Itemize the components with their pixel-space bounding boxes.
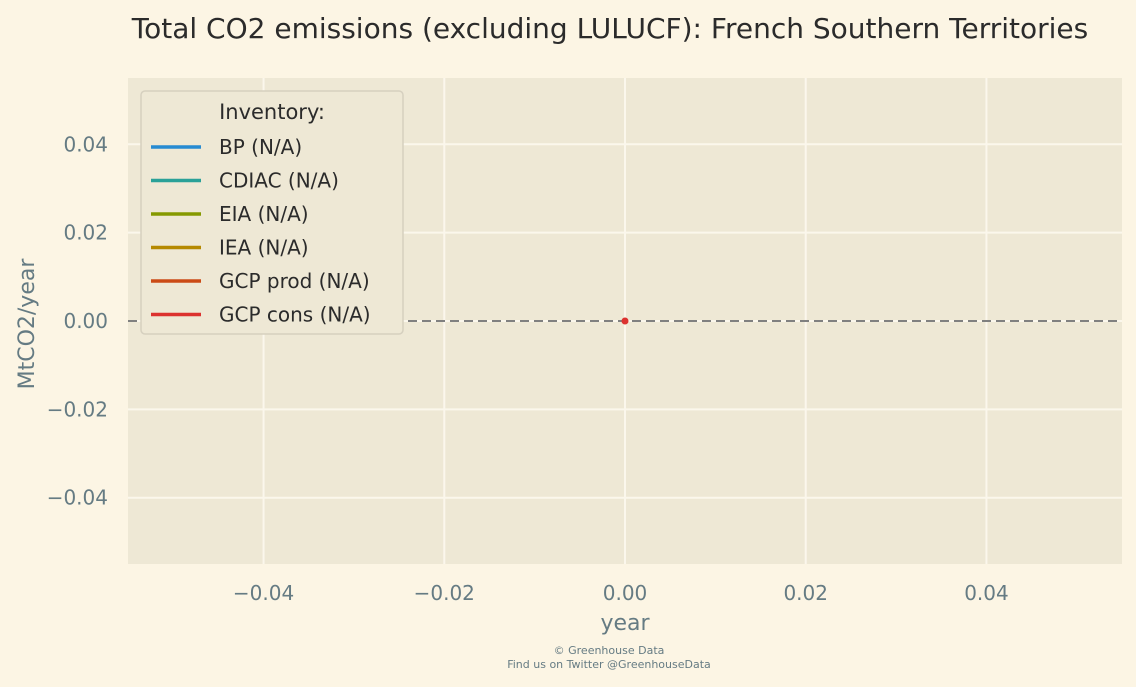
footer-copyright: © Greenhouse Data xyxy=(554,644,665,657)
legend-label: GCP prod (N/A) xyxy=(219,269,370,293)
y-axis-label: MtCO2/year xyxy=(15,258,40,390)
y-tick-label: 0.00 xyxy=(63,309,108,333)
legend-label: BP (N/A) xyxy=(219,135,302,159)
x-tick-labels: −0.04 −0.02 0.00 0.02 0.04 xyxy=(233,581,1009,605)
x-tick-label: 0.00 xyxy=(603,581,648,605)
y-tick-label: 0.02 xyxy=(63,221,108,245)
y-tick-label: 0.04 xyxy=(63,132,108,156)
y-tick-label: −0.04 xyxy=(47,486,108,510)
legend-label: CDIAC (N/A) xyxy=(219,169,339,193)
legend-box xyxy=(140,90,404,335)
legend-title: Inventory: xyxy=(219,100,325,124)
x-tick-label: −0.04 xyxy=(233,581,294,605)
x-axis-label: year xyxy=(600,611,650,636)
y-tick-label: −0.02 xyxy=(47,397,108,421)
data-point xyxy=(621,317,629,325)
data-series xyxy=(621,317,629,325)
x-tick-label: 0.04 xyxy=(964,581,1009,605)
chart-title: Total CO2 emissions (excluding LULUCF): … xyxy=(131,12,1088,45)
x-tick-label: −0.02 xyxy=(414,581,475,605)
legend-label: EIA (N/A) xyxy=(219,202,309,226)
legend: Inventory: BP (N/A) CDIAC (N/A) EIA (N/A) I… xyxy=(140,90,404,335)
legend-label: GCP cons (N/A) xyxy=(219,303,371,327)
footer-twitter: Find us on Twitter @GreenhouseData xyxy=(507,658,711,671)
x-tick-label: 0.02 xyxy=(783,581,828,605)
y-tick-labels: 0.04 0.02 0.00 −0.02 −0.04 xyxy=(47,132,108,509)
legend-label: IEA (N/A) xyxy=(219,236,309,260)
legend-entries: BP (N/A) CDIAC (N/A) EIA (N/A) IEA (N/A) GCP… xyxy=(151,135,371,327)
